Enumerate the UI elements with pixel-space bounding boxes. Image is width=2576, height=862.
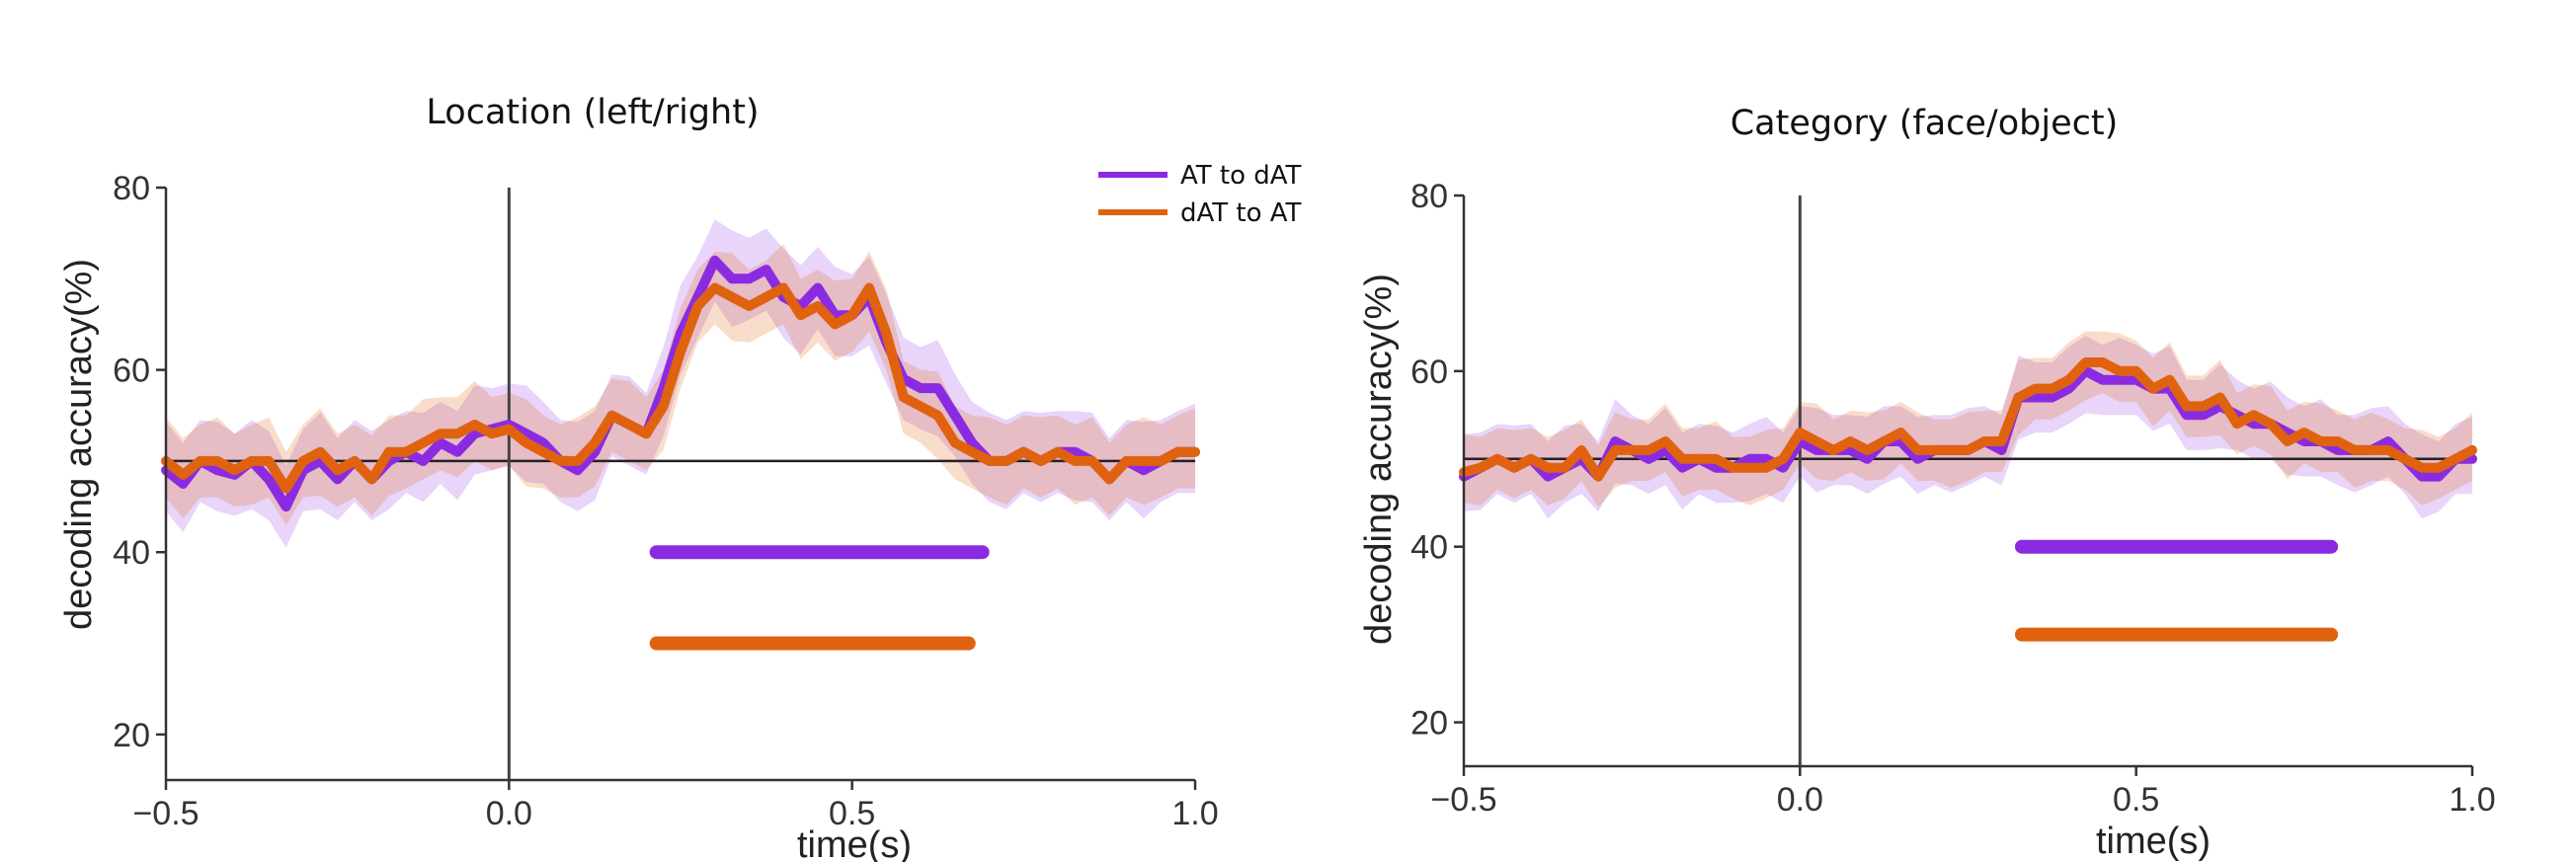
x-axis-label: time(s) (797, 824, 912, 862)
y-tick-label: 20 (113, 717, 150, 754)
x-tick-label: 0.0 (486, 795, 532, 832)
x-axis-label: time(s) (2096, 821, 2211, 862)
y-tick-label: 40 (1410, 529, 1448, 567)
chart-title: Category (face/object) (1731, 104, 2119, 143)
panel-category: Category (face/object) time(s) decoding … (1358, 104, 2496, 862)
x-tick-label: 0.5 (829, 795, 875, 832)
y-tick-label: 60 (1410, 353, 1448, 391)
panel-location: Location (left/right) time(s) decoding a… (58, 93, 1219, 862)
x-tick-label: 0.0 (1777, 781, 1823, 819)
legend: AT to dAT dAT to AT (1098, 161, 1302, 228)
y-tick-label: 20 (1410, 705, 1448, 743)
series-line-dat-to-at (161, 282, 1200, 494)
y-tick-label: 80 (1410, 178, 1448, 215)
y-axis-label: decoding accuracy(%) (58, 259, 100, 630)
confidence-band-at-to-dat (1464, 336, 2472, 519)
y-tick-label: 60 (113, 353, 150, 390)
series-line-dat-to-at (1459, 357, 2477, 482)
y-axis-label: decoding accuracy(%) (1358, 274, 1400, 645)
y-tick-label: 80 (113, 170, 150, 207)
legend-label-dat-to-at: dAT to AT (1180, 198, 1302, 228)
y-tick-label: 40 (113, 534, 150, 572)
plot-area: −0.5 0.0 0.5 1.0 20 40 60 80 (113, 170, 1218, 832)
x-tick-label: 1.0 (1171, 795, 1218, 832)
x-tick-label: 0.5 (2113, 781, 2159, 819)
chart-title: Location (left/right) (426, 93, 759, 132)
plot-area: −0.5 0.0 0.5 1.0 20 40 60 80 (1410, 178, 2495, 819)
x-tick-label: 1.0 (2449, 781, 2495, 819)
legend-label-at-to-dat: AT to dAT (1180, 161, 1302, 191)
x-tick-label: −0.5 (132, 795, 199, 832)
x-tick-label: −0.5 (1430, 781, 1496, 819)
